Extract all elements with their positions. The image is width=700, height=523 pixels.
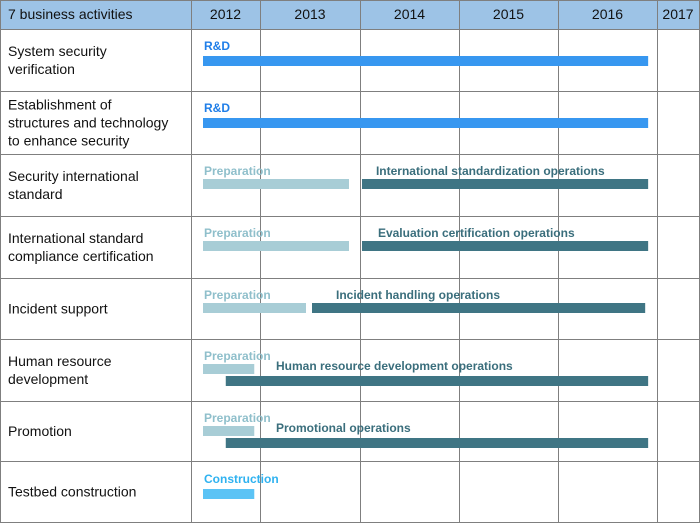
bar-6-operations [225, 438, 649, 448]
row-label-1-line-1: structures and technology [8, 115, 168, 131]
year-label-2016: 2016 [592, 6, 623, 22]
year-label-2014: 2014 [394, 6, 425, 22]
bar-label-5-operations: Human resource development operations [276, 359, 513, 373]
bar-label-4-operations: Incident handling operations [336, 288, 500, 302]
row-label-1-line-0: Establishment of [8, 97, 112, 113]
row-label-0-line-1: verification [8, 61, 75, 77]
bar-0-rd [203, 56, 649, 66]
bar-label-0-rd: R&D [204, 39, 230, 53]
bar-7-construction [203, 489, 255, 499]
bar-label-6-operations: Promotional operations [276, 421, 411, 435]
bar-label-3-operations: Evaluation certification operations [378, 226, 575, 240]
bar-label-6-preparation: Preparation [204, 411, 271, 425]
row-label-1-line-2: to enhance security [8, 133, 129, 149]
bar-1-rd [203, 118, 649, 128]
year-label-2015: 2015 [493, 6, 524, 22]
row-label-2-line-0: Security international [8, 168, 139, 184]
bar-label-7-construction: Construction [204, 472, 279, 486]
bar-3-operations [362, 241, 649, 251]
bar-4-preparation [203, 303, 306, 313]
bar-label-5-preparation: Preparation [204, 349, 271, 363]
bar-5-operations [225, 376, 649, 386]
bar-2-preparation [203, 179, 349, 189]
bar-label-2-operations: International standardization operations [376, 164, 605, 178]
header-first-column: 7 business activities [8, 6, 133, 22]
header-band [0, 0, 700, 29]
row-label-2-line-1: standard [8, 186, 62, 202]
bar-label-1-rd: R&D [204, 101, 230, 115]
row-label-0-line-0: System security [8, 43, 107, 59]
row-label-5-line-0: Human resource [8, 353, 112, 369]
bar-4-operations [312, 303, 646, 313]
row-label-3-line-0: International standard [8, 230, 143, 246]
year-label-2013: 2013 [294, 6, 325, 22]
row-label-3-line-1: compliance certification [8, 248, 154, 264]
bar-5-preparation [203, 364, 255, 374]
bar-3-preparation [203, 241, 349, 251]
bar-2-operations [362, 179, 649, 189]
year-label-2017: 2017 [662, 6, 693, 22]
bar-label-4-preparation: Preparation [204, 288, 271, 302]
bar-label-2-preparation: Preparation [204, 164, 271, 178]
row-label-6-line-0: Promotion [8, 423, 72, 439]
row-label-5-line-1: development [8, 371, 88, 387]
row-label-4-line-0: Incident support [8, 301, 108, 317]
bar-label-3-preparation: Preparation [204, 226, 271, 240]
bar-6-preparation [203, 426, 255, 436]
year-label-2012: 2012 [210, 6, 241, 22]
row-label-7-line-0: Testbed construction [8, 484, 136, 500]
